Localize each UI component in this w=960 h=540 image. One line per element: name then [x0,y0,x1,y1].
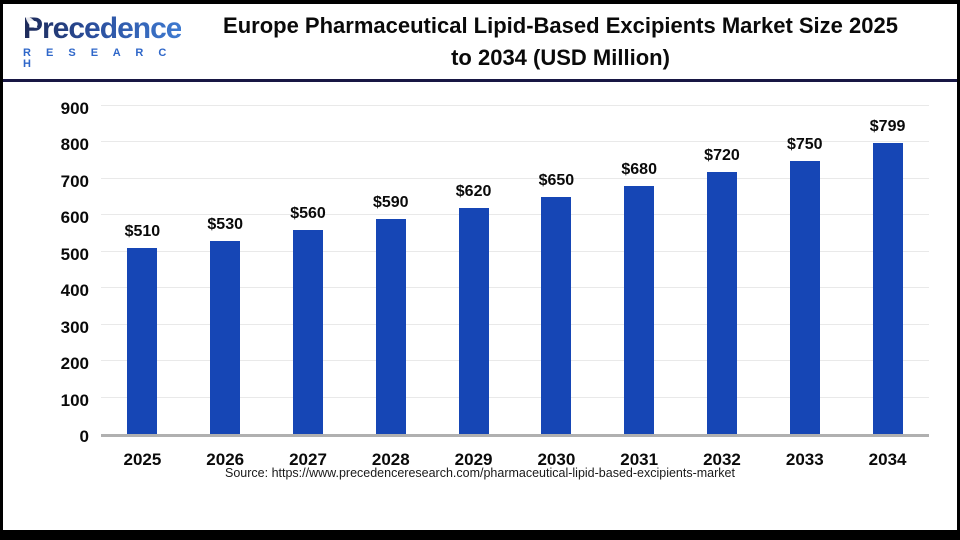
bar [210,240,241,434]
logo-wordmark: Precedence [23,11,182,45]
bar-column: $510 [101,92,184,434]
chart-title: Europe Pharmaceutical Lipid-Based Excipi… [178,10,957,74]
bar [706,171,737,434]
bar [541,197,572,434]
bar-column: $720 [681,92,764,434]
x-tick-label: 2026 [206,450,245,469]
bar-column: $799 [846,92,929,434]
bar-column: $620 [432,92,515,434]
bar-value-label: $750 [786,135,823,153]
bar-value-label: $590 [372,193,409,211]
x-axis: 2025 2026 2027 2028 2029 2030 2031 2032 2033 2034 [101,450,929,470]
source-text: Source: https://www.precedenceresearch.c… [225,466,735,480]
gridline [101,323,929,325]
bar [872,142,903,434]
y-tick-label: 800 [60,135,89,155]
gridline [101,141,929,143]
x-tick-label: 2033 [785,450,824,469]
x-tick-label: 2031 [620,450,659,469]
bar-column: $530 [184,92,267,434]
plot-area: $510 $530 $560 $590 $620 $650 $680 $720 $750 $799 [101,92,929,437]
y-tick-label: 300 [60,317,89,337]
bar-value-label: $620 [455,183,492,201]
bar-value-label: $530 [207,215,243,233]
gridline [101,177,929,179]
bar [458,208,489,434]
bar-column: $650 [515,92,598,434]
bar-column: $560 [267,92,350,434]
gridline [101,105,929,106]
bar-column: $750 [763,92,846,434]
bar-value-label: $720 [704,146,740,164]
y-tick-label: 400 [60,281,89,301]
gridline [101,396,929,398]
y-tick-label: 0 [79,427,89,446]
y-tick-label: 500 [60,244,89,264]
x-tick-label: 2028 [371,450,410,469]
chart-title-line2: to 2034 (USD Million) [451,44,670,70]
bar [789,160,820,434]
bar [624,186,655,434]
gridline [101,287,929,289]
bar-value-label: $560 [290,204,326,222]
bar-value-label: $680 [621,161,657,179]
x-tick-label: 2029 [454,450,493,469]
y-tick-label: 700 [60,171,89,191]
x-tick-label: 2030 [537,450,576,469]
chart: $510 $530 $560 $590 $620 $650 $680 $720 $750 $799… [3,82,957,494]
y-tick-label: 900 [60,99,89,118]
x-tick-label: 2032 [703,450,741,469]
bar-value-label: $510 [124,223,161,241]
bar [292,229,323,434]
bar-column: $590 [349,92,432,434]
bar [375,218,406,434]
y-tick-label: 100 [60,390,89,410]
x-tick-label: 2034 [868,450,907,469]
y-tick-label: 200 [60,354,89,374]
gridline [101,360,929,362]
bars-container: $510 $530 $560 $590 $620 $650 $680 $720 $750 $799 [101,92,929,434]
gridline [101,250,929,252]
header: Precedence R E S E A R C H Europe Pharma… [3,4,957,82]
logo-leaf-icon [25,14,38,30]
precedence-logo: Precedence R E S E A R C H [3,11,182,70]
bar-value-label: $650 [538,172,575,190]
bar-value-label: $799 [869,117,906,135]
logo-research-text: R E S E A R C H [23,46,173,70]
gridline [101,214,929,216]
y-tick-label: 600 [60,208,89,228]
bar [127,248,158,434]
x-tick-label: 2025 [123,450,162,469]
chart-title-line1: Europe Pharmaceutical Lipid-Based Excipi… [223,12,898,38]
bar-column: $680 [598,92,681,434]
x-tick-label: 2027 [289,450,327,469]
